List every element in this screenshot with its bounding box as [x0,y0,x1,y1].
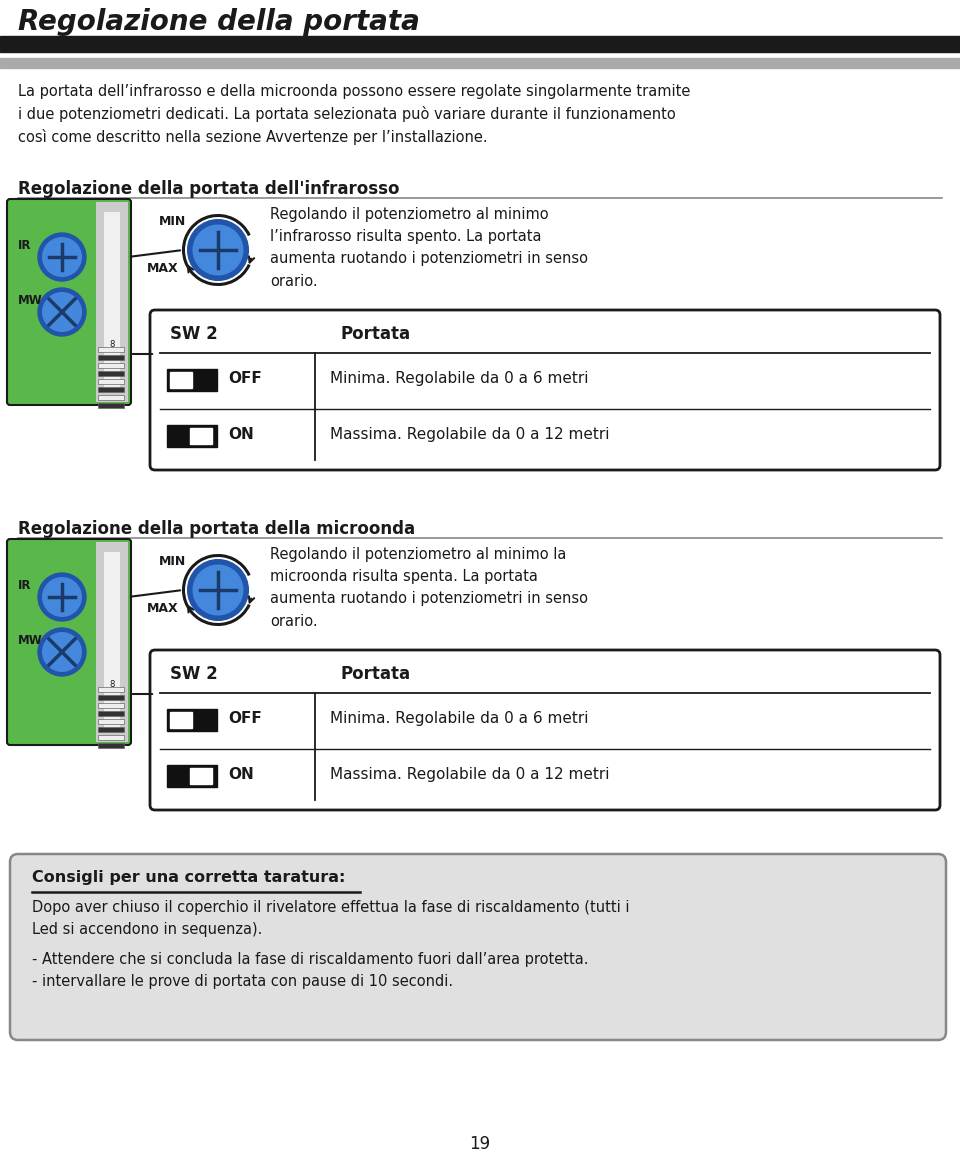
Circle shape [42,237,82,277]
Bar [98,363,124,368]
Bar [98,711,124,716]
Text: MAX: MAX [146,262,178,275]
Bar [167,765,217,787]
Text: Minima. Regolabile da 0 a 6 metri: Minima. Regolabile da 0 a 6 metri [330,371,588,386]
FancyBboxPatch shape [7,539,131,745]
Circle shape [38,233,86,281]
Bar [98,695,124,700]
Bar [98,687,124,692]
Bar [98,703,124,708]
Circle shape [42,577,82,617]
Text: La portata dell’infrarosso e della microonda possono essere regolate singolarmen: La portata dell’infrarosso e della micro… [18,84,690,145]
Text: Minima. Regolabile da 0 a 6 metri: Minima. Regolabile da 0 a 6 metri [330,711,588,726]
Text: ON: ON [228,767,253,782]
Bar [98,387,124,392]
Bar [96,542,128,742]
Bar [167,709,217,731]
Text: Portata: Portata [340,325,410,343]
Bar [0,36,960,52]
Bar [98,395,124,401]
Circle shape [38,573,86,622]
Circle shape [42,632,82,672]
Text: Regolazione della portata della microonda: Regolazione della portata della microond… [18,520,415,538]
Text: OFF: OFF [228,711,262,726]
Circle shape [188,561,248,620]
Circle shape [193,224,244,275]
Bar [167,369,217,391]
Bar [98,719,124,724]
Circle shape [38,288,86,336]
Bar [167,425,217,447]
FancyBboxPatch shape [150,310,940,470]
FancyBboxPatch shape [10,854,946,1041]
Text: - Attendere che si concluda la fase di riscaldamento fuori dall’area protetta.
-: - Attendere che si concluda la fase di r… [32,952,588,989]
Text: Massima. Regolabile da 0 a 12 metri: Massima. Regolabile da 0 a 12 metri [330,767,610,782]
Text: Regolando il potenziometro al minimo la
microonda risulta spenta. La portata
aum: Regolando il potenziometro al minimo la … [270,547,588,628]
Circle shape [188,220,248,280]
Text: SW 2: SW 2 [170,325,218,343]
Bar [104,212,120,392]
Text: 8: 8 [109,680,114,689]
Bar [98,735,124,740]
Circle shape [38,628,86,676]
Text: IR: IR [18,579,32,592]
FancyBboxPatch shape [150,650,940,810]
Bar [96,201,128,402]
Bar [98,403,124,407]
Text: 8: 8 [109,340,114,349]
FancyBboxPatch shape [7,199,131,405]
Bar [98,727,124,732]
Bar [98,346,124,352]
Text: MIN: MIN [158,215,186,228]
Text: Massima. Regolabile da 0 a 12 metri: Massima. Regolabile da 0 a 12 metri [330,427,610,442]
Text: SW 2: SW 2 [170,665,218,683]
Text: Regolando il potenziometro al minimo
l’infrarosso risulta spento. La portata
aum: Regolando il potenziometro al minimo l’i… [270,207,588,289]
Text: MW: MW [18,294,43,307]
Bar [170,712,192,727]
Circle shape [42,292,82,331]
Text: MW: MW [18,634,43,647]
Text: Regolazione della portata: Regolazione della portata [18,8,420,36]
Text: OFF: OFF [228,371,262,386]
Text: 19: 19 [469,1135,491,1151]
Text: MIN: MIN [158,555,186,567]
Bar [98,379,124,384]
Text: Consigli per una corretta taratura:: Consigli per una corretta taratura: [32,870,346,885]
Bar [104,552,120,732]
Text: Dopo aver chiuso il coperchio il rivelatore effettua la fase di riscaldamento (t: Dopo aver chiuso il coperchio il rivelat… [32,900,630,937]
Bar [98,355,124,360]
Bar [190,428,212,444]
Circle shape [193,564,244,616]
Bar [98,744,124,748]
Bar [170,372,192,388]
Text: Portata: Portata [340,665,410,683]
Text: IR: IR [18,239,32,252]
Bar [190,768,212,784]
Text: Regolazione della portata dell'infrarosso: Regolazione della portata dell'infraross… [18,180,399,198]
Text: MAX: MAX [146,602,178,615]
Text: ON: ON [228,427,253,442]
Bar [98,371,124,376]
Bar [0,58,960,68]
